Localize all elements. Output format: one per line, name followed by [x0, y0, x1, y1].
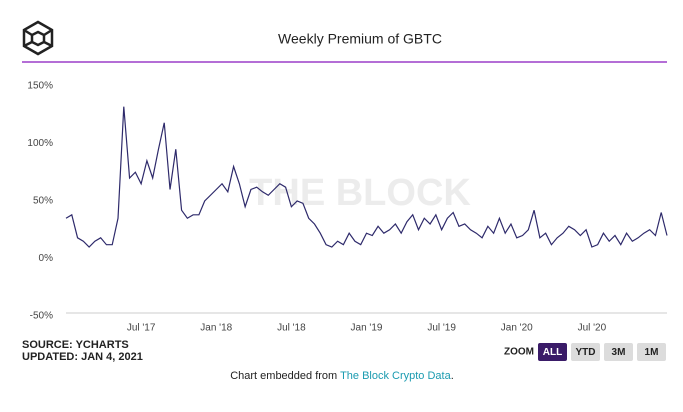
zoom-button-label[interactable]: YTD — [576, 347, 596, 358]
y-tick-label: 50% — [33, 196, 53, 207]
footer-end: . — [451, 370, 454, 382]
footer-link[interactable]: The Block Crypto Data — [340, 370, 452, 382]
footer: Chart embedded from The Block Crypto Dat… — [230, 370, 454, 382]
zoom-button[interactable] — [538, 343, 567, 361]
x-tick-label: Jan '19 — [351, 323, 383, 334]
zoom-button-label[interactable]: 3M — [612, 347, 626, 358]
x-tick-label: Jul '20 — [578, 323, 607, 334]
x-tick-label: Jul '17 — [127, 323, 156, 334]
x-tick-label: Jul '19 — [427, 323, 456, 334]
x-tick-label: Jul '18 — [277, 323, 306, 334]
zoom-label: ZOOM — [504, 347, 534, 358]
x-tick-label: Jan '18 — [200, 323, 232, 334]
y-tick-label: 0% — [39, 253, 54, 264]
zoom-button[interactable] — [571, 343, 600, 361]
zoom-button-label[interactable]: 1M — [645, 347, 659, 358]
updated: UPDATED: JAN 4, 2021 — [22, 351, 143, 363]
zoom-button-label[interactable]: ALL — [543, 347, 562, 358]
line — [65, 106, 668, 248]
chart-title: Weekly Premium of GBTC — [278, 31, 442, 47]
zoom-button[interactable] — [637, 343, 666, 361]
source: SOURCE: YCHARTS — [22, 339, 129, 351]
logo — [22, 20, 54, 56]
watermark: THE BLOCK — [249, 172, 471, 214]
y-tick-label: -50% — [30, 311, 53, 322]
y-tick-label: 150% — [27, 81, 53, 92]
footer-text: Chart embedded from — [230, 370, 340, 382]
y-tick-label: 100% — [27, 138, 53, 149]
zoom-button[interactable] — [604, 343, 633, 361]
x-tick-label: Jan '20 — [501, 323, 533, 334]
